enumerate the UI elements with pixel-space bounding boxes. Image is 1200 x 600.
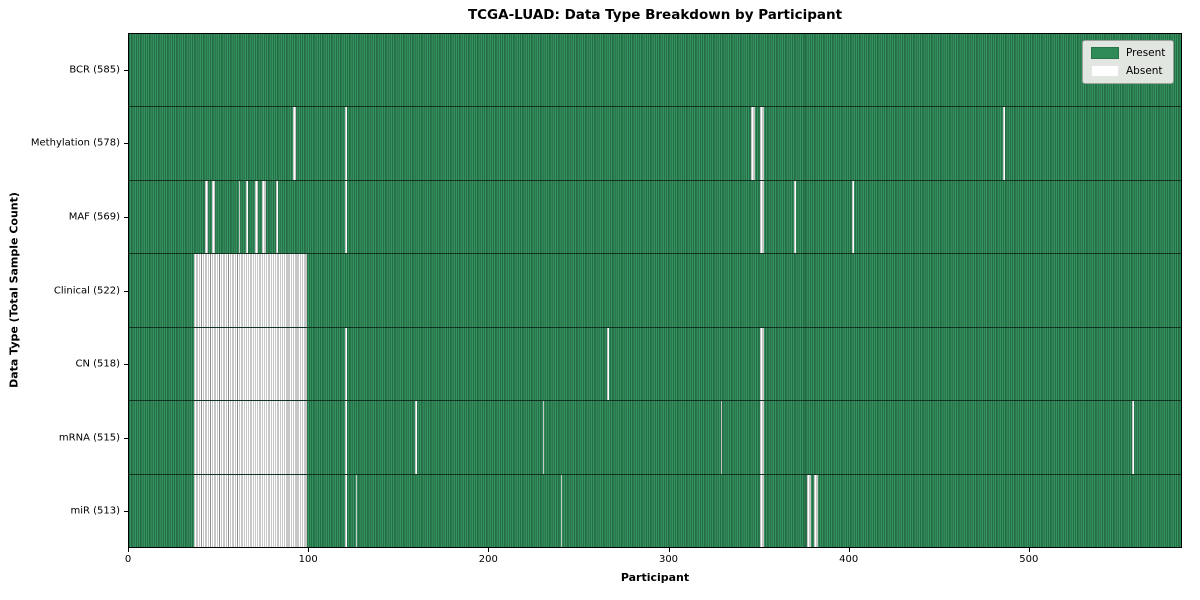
y-tickmark [124, 511, 128, 513]
absent-segment [1002, 107, 1005, 180]
absent-segment [211, 180, 216, 254]
absent-segment [751, 107, 755, 180]
y-tick-label-Methylation: Methylation (578) [30, 137, 120, 149]
absent-segment [760, 474, 764, 547]
absent-segment [794, 180, 797, 254]
absent-segment [760, 180, 764, 254]
legend-label-present: Present [1126, 47, 1166, 59]
legend-entry-absent: Absent [1091, 65, 1165, 77]
absent-segment [814, 474, 818, 547]
absent-segment [245, 180, 248, 254]
heatmap-row-BCR [129, 34, 1181, 108]
absent-segment [276, 180, 279, 254]
x-tickmark [308, 548, 310, 552]
x-axis-label: Participant [620, 571, 690, 584]
y-tickmark [124, 290, 128, 292]
absent-segment [414, 401, 417, 474]
absent-segment [806, 474, 811, 547]
absent-segment [292, 107, 297, 180]
heatmap-row-mRNA [129, 401, 1181, 475]
x-tickmark [848, 548, 850, 552]
chart-title: TCGA-LUAD: Data Type Breakdown by Partic… [467, 7, 843, 23]
absent-segment [542, 401, 545, 474]
x-tick-label-0: 0 [124, 554, 132, 565]
absent-segment [344, 474, 347, 547]
y-tick-label-BCR: BCR (585) [69, 64, 120, 76]
legend-entry-present: Present [1091, 47, 1165, 59]
absent-swatch-icon [1091, 65, 1119, 77]
y-tick-label-MAF: MAF (569) [68, 211, 120, 223]
absent-segment [355, 474, 358, 547]
y-tick-label-mRNA: mRNA (515) [58, 432, 120, 444]
absent-segment [851, 180, 854, 254]
heatmap-row-MAF [129, 180, 1181, 255]
x-tick-label-200: 200 [478, 554, 498, 565]
x-tickmark [668, 548, 670, 552]
y-tickmark [124, 69, 128, 71]
y-tickmark [124, 143, 128, 145]
x-tick-label-100: 100 [298, 554, 318, 565]
heatmap-row-Clinical [129, 254, 1181, 328]
x-tick-label-300: 300 [658, 554, 679, 565]
y-tick-label-Clinical: Clinical (522) [53, 285, 120, 296]
legend: Present Absent [1082, 40, 1174, 84]
absent-segment [607, 327, 610, 401]
x-tick-label-500: 500 [1019, 554, 1039, 565]
y-tickmark [124, 437, 128, 439]
present-swatch-icon [1091, 47, 1119, 59]
heatmap-row-CN [129, 327, 1181, 402]
absent-segment [262, 180, 266, 254]
x-tickmark [128, 548, 129, 552]
absent-segment [760, 107, 764, 180]
absent-segment [560, 474, 563, 547]
absent-segment [204, 180, 209, 254]
absent-segment [238, 180, 241, 254]
heatmap-row-Methylation [129, 107, 1181, 181]
y-tickmark [124, 364, 128, 366]
x-tickmark [488, 548, 490, 552]
y-axis: BCR (585) Methylation (578) MAF (569) Clini… [0, 33, 120, 548]
x-tickmark [1028, 548, 1030, 552]
absent-segment [760, 401, 764, 474]
absent-segment [344, 327, 347, 401]
absent-segment [720, 401, 723, 474]
absent-segment [1132, 401, 1135, 474]
absent-segment [193, 327, 308, 401]
absent-segment [193, 474, 308, 547]
plot-area [128, 33, 1182, 548]
y-tick-label-CN: CN (518) [75, 358, 120, 370]
absent-segment [193, 254, 308, 327]
absent-segment [344, 401, 347, 474]
y-tick-label-miR: miR (513) [70, 505, 120, 517]
absent-segment [344, 107, 347, 180]
absent-segment [254, 180, 259, 254]
legend-label-absent: Absent [1126, 65, 1163, 77]
x-tick-label-400: 400 [839, 554, 859, 565]
absent-segment [193, 401, 308, 474]
y-tickmark [124, 216, 128, 218]
absent-segment [760, 327, 764, 401]
absent-segment [344, 180, 347, 254]
heatmap-row-miR [129, 474, 1181, 547]
